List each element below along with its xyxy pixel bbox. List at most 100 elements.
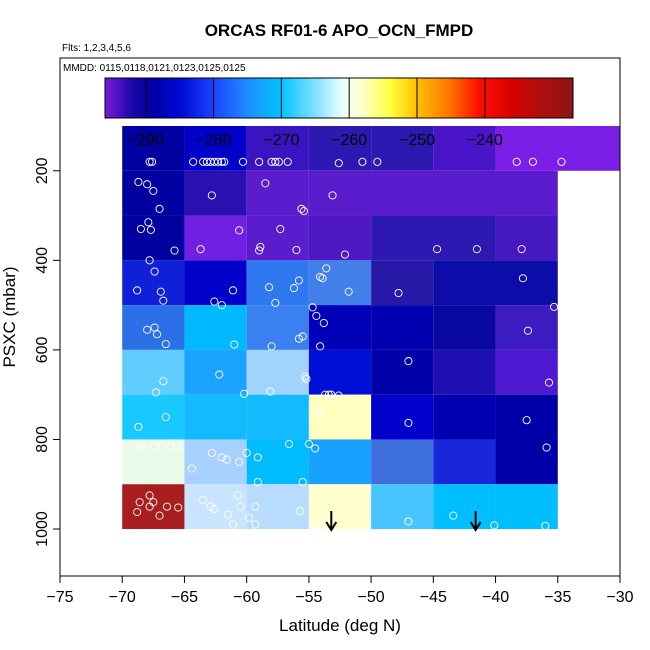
heatmap-cell xyxy=(371,439,434,485)
colorbar xyxy=(104,77,574,119)
colorbar-tick-label: −260 xyxy=(331,132,367,149)
data-point xyxy=(266,387,275,396)
dates-subtitle: MMDD: 0115,0118,0121,0123,0125,0125 xyxy=(63,63,246,74)
data-point xyxy=(512,157,521,166)
data-point xyxy=(207,448,216,457)
data-point xyxy=(253,453,262,462)
heatmap-cell xyxy=(495,394,558,440)
data-point xyxy=(312,311,321,320)
data-point xyxy=(135,498,144,507)
data-point xyxy=(340,250,350,259)
data-point xyxy=(235,226,244,235)
data-point xyxy=(311,521,320,530)
data-point xyxy=(210,504,219,513)
heatmap-cell xyxy=(433,349,496,395)
data-point xyxy=(134,177,143,187)
x-tick-label: −65 xyxy=(171,589,198,606)
data-point xyxy=(314,408,323,417)
data-point xyxy=(328,191,337,200)
data-point xyxy=(528,157,537,166)
data-point xyxy=(490,521,499,530)
data-point xyxy=(319,318,328,328)
data-point xyxy=(316,342,325,351)
heatmap-cell xyxy=(495,349,558,395)
data-point xyxy=(222,455,231,464)
data-point xyxy=(271,298,280,307)
data-point xyxy=(522,416,531,425)
data-point xyxy=(230,340,239,349)
data-point xyxy=(251,502,260,511)
data-point xyxy=(297,204,306,213)
data-point xyxy=(145,157,154,166)
heatmap-cell xyxy=(433,394,496,440)
data-point xyxy=(299,207,308,216)
data-point xyxy=(145,256,154,265)
data-point xyxy=(144,218,153,227)
heatmap-cell xyxy=(433,305,496,350)
heatmap-cell xyxy=(184,305,247,350)
data-point xyxy=(292,245,301,255)
data-point xyxy=(149,186,158,195)
data-point xyxy=(542,443,551,452)
heatmap-cell xyxy=(246,484,309,530)
heatmap-cell xyxy=(246,305,309,350)
data-point xyxy=(298,477,307,487)
data-point xyxy=(187,464,196,473)
data-point xyxy=(157,442,167,451)
data-point xyxy=(162,502,172,511)
data-point xyxy=(156,287,165,296)
x-tick-label: −55 xyxy=(295,589,322,606)
heatmap-cell xyxy=(184,260,247,306)
heatmap-cell xyxy=(246,439,309,485)
data-point xyxy=(228,520,238,529)
data-point xyxy=(394,288,403,298)
heatmap-cell xyxy=(308,484,372,530)
heatmap-cell xyxy=(246,349,309,395)
data-point xyxy=(318,274,327,283)
data-point xyxy=(213,157,223,166)
y-tick-label: 1000 xyxy=(34,511,51,547)
data-point xyxy=(238,157,247,166)
data-point xyxy=(223,510,233,519)
plot-frame xyxy=(59,57,621,577)
heatmap-cell xyxy=(122,305,185,350)
data-point xyxy=(233,491,243,500)
data-point xyxy=(311,444,320,453)
heatmap-cell xyxy=(371,126,434,171)
heatmap-cell xyxy=(371,215,496,261)
data-point xyxy=(172,442,182,451)
heatmap-cell xyxy=(246,260,309,306)
heatmap-cell xyxy=(308,260,372,306)
heatmap-cell xyxy=(122,170,185,216)
y-axis: 200 400 600 800 1000 xyxy=(34,157,60,547)
data-point xyxy=(166,442,175,451)
data-point xyxy=(276,224,285,234)
heatmap-cell xyxy=(433,126,496,171)
heatmap-cell xyxy=(433,439,496,485)
x-tick-label: −30 xyxy=(606,589,633,606)
data-point xyxy=(334,159,343,168)
data-point xyxy=(302,374,311,384)
data-point xyxy=(148,157,157,166)
data-point xyxy=(558,246,567,255)
data-point xyxy=(255,157,264,166)
heatmap-cell xyxy=(308,170,558,216)
heatmap-cell xyxy=(122,215,185,261)
x-axis: −75 −70 −65 −60 −55 −50 −45 −40 −35 −30 xyxy=(46,576,634,606)
data-point xyxy=(358,157,367,166)
data-point xyxy=(373,157,382,166)
data-point xyxy=(217,157,226,166)
heatmap-cell xyxy=(246,215,309,261)
data-point xyxy=(245,513,254,522)
data-point xyxy=(404,418,413,427)
heatmap-cell xyxy=(371,260,434,306)
heatmap-cell xyxy=(184,126,247,171)
heatmap-cell xyxy=(122,394,185,440)
heatmap-cell xyxy=(371,484,434,530)
data-point xyxy=(523,326,532,335)
data-point xyxy=(161,340,170,349)
data-point xyxy=(545,378,554,387)
data-point xyxy=(334,391,343,400)
data-point xyxy=(236,502,245,511)
colorbar-tick-label: −240 xyxy=(467,132,503,149)
